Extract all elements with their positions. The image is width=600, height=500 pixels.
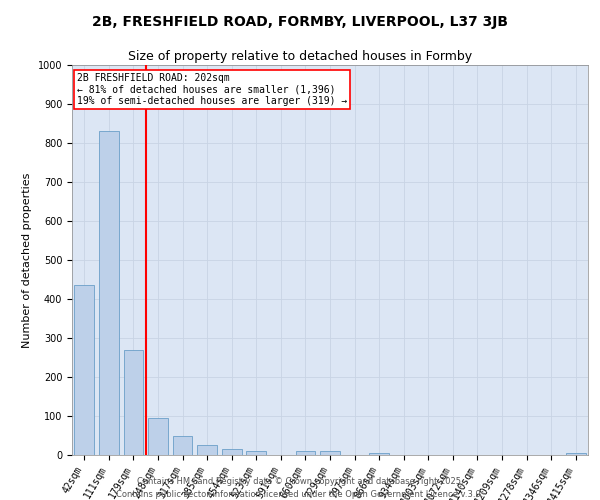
Bar <box>197 445 217 455</box>
Bar <box>173 436 193 455</box>
Bar <box>99 132 119 455</box>
Text: 2B FRESHFIELD ROAD: 202sqm
← 81% of detached houses are smaller (1,396)
19% of s: 2B FRESHFIELD ROAD: 202sqm ← 81% of deta… <box>77 73 347 106</box>
Text: Contains public sector information licensed under the Open Government Licence v.: Contains public sector information licen… <box>116 490 484 499</box>
Bar <box>222 449 242 455</box>
Bar <box>74 286 94 455</box>
Bar <box>566 453 586 455</box>
Text: 2B, FRESHFIELD ROAD, FORMBY, LIVERPOOL, L37 3JB: 2B, FRESHFIELD ROAD, FORMBY, LIVERPOOL, … <box>92 15 508 29</box>
Bar <box>124 350 143 455</box>
Y-axis label: Number of detached properties: Number of detached properties <box>22 172 32 348</box>
Bar <box>296 451 315 455</box>
Bar <box>148 418 168 455</box>
Text: Contains HM Land Registry data © Crown copyright and database right 2025.: Contains HM Land Registry data © Crown c… <box>137 478 463 486</box>
Bar <box>247 451 266 455</box>
Bar <box>370 453 389 455</box>
Text: Size of property relative to detached houses in Formby: Size of property relative to detached ho… <box>128 50 472 63</box>
Bar <box>320 451 340 455</box>
